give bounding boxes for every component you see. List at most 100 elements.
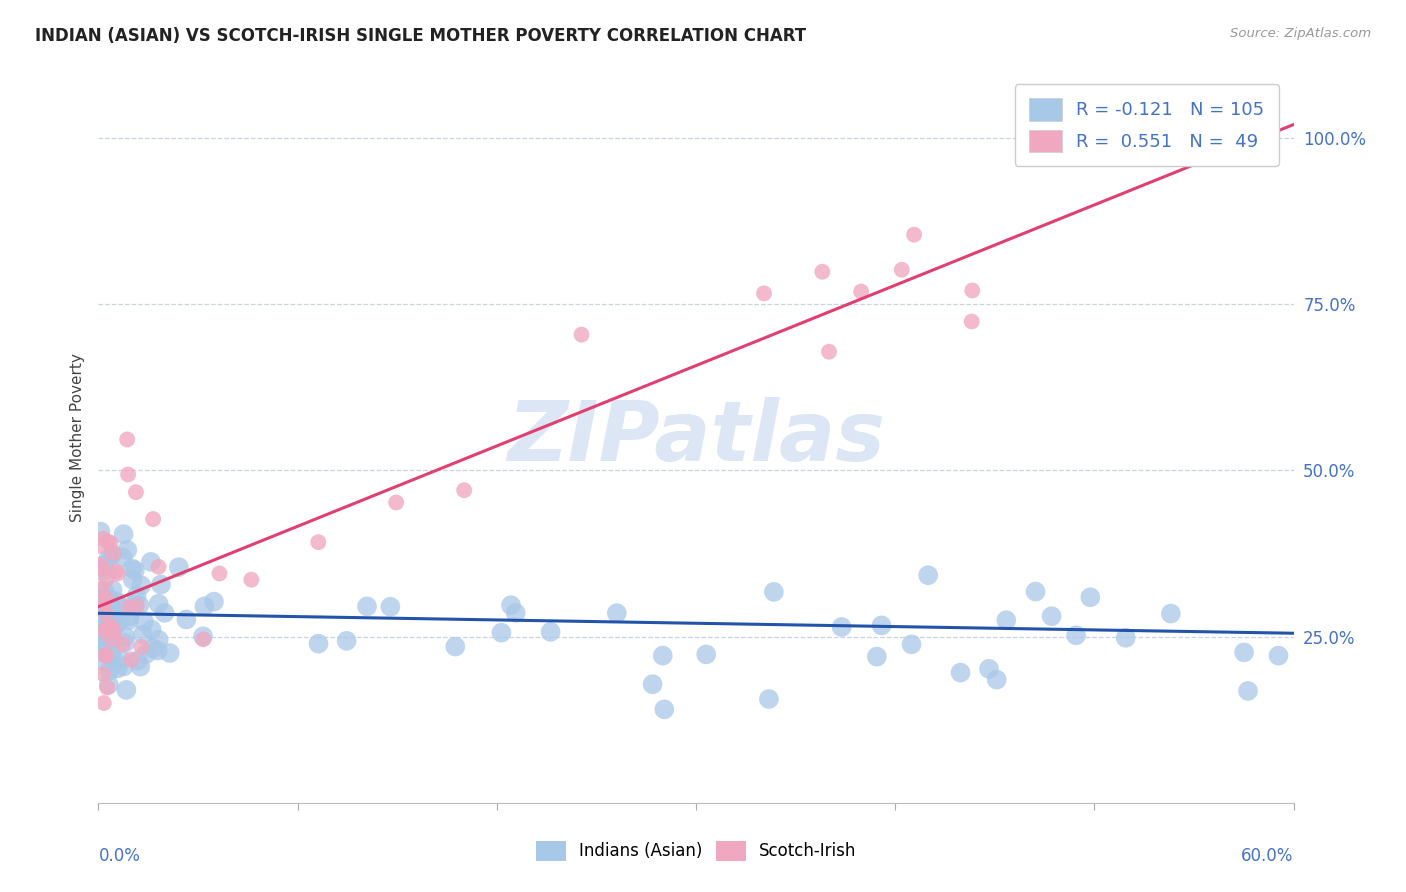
Point <box>917 568 939 582</box>
Point <box>831 620 853 634</box>
Legend: Indians (Asian), Scotch-Irish: Indians (Asian), Scotch-Irish <box>529 834 863 868</box>
Point <box>96 657 118 671</box>
Point <box>356 599 378 614</box>
Point <box>135 647 157 661</box>
Point <box>176 612 198 626</box>
Point <box>117 543 139 558</box>
Point <box>96 621 118 635</box>
Point <box>131 640 153 654</box>
Point <box>208 566 231 581</box>
Point <box>100 649 122 664</box>
Point <box>117 467 139 482</box>
Point <box>127 654 149 668</box>
Point <box>107 615 129 629</box>
Point <box>125 485 148 500</box>
Point <box>1025 584 1047 599</box>
Point <box>159 646 181 660</box>
Point <box>94 591 117 606</box>
Point <box>118 600 141 615</box>
Point <box>1160 607 1182 621</box>
Point <box>762 585 785 599</box>
Point <box>995 613 1018 627</box>
Point <box>193 599 215 614</box>
Point <box>90 600 112 615</box>
Point <box>100 632 122 646</box>
Point <box>98 647 121 661</box>
Point <box>121 561 143 575</box>
Point <box>453 483 475 498</box>
Point <box>89 593 111 607</box>
Point <box>98 591 121 606</box>
Point <box>752 286 775 301</box>
Point <box>505 606 527 620</box>
Point <box>651 648 673 663</box>
Point <box>986 673 1008 687</box>
Point <box>103 625 125 640</box>
Text: 0.0%: 0.0% <box>98 847 141 864</box>
Point <box>111 637 134 651</box>
Point <box>96 572 118 586</box>
Point <box>148 559 170 574</box>
Point <box>105 594 128 608</box>
Point <box>94 605 117 619</box>
Point <box>112 527 135 541</box>
Point <box>125 599 148 613</box>
Point <box>148 632 170 647</box>
Point <box>866 649 889 664</box>
Text: Source: ZipAtlas.com: Source: ZipAtlas.com <box>1230 27 1371 40</box>
Point <box>101 582 124 597</box>
Point <box>100 642 122 657</box>
Point <box>758 692 780 706</box>
Point <box>105 610 128 624</box>
Point <box>499 598 522 612</box>
Point <box>1115 631 1137 645</box>
Point <box>94 606 117 620</box>
Point <box>870 618 893 632</box>
Point <box>101 547 124 561</box>
Point <box>110 653 132 667</box>
Point <box>118 609 141 624</box>
Point <box>132 615 155 629</box>
Point <box>146 643 169 657</box>
Point <box>132 627 155 641</box>
Point <box>124 563 146 577</box>
Point <box>94 648 117 663</box>
Point <box>949 665 972 680</box>
Point <box>652 702 675 716</box>
Point <box>153 606 176 620</box>
Point <box>93 584 115 599</box>
Point <box>93 696 115 710</box>
Point <box>89 539 111 553</box>
Point <box>540 624 562 639</box>
Point <box>90 621 112 635</box>
Point <box>606 606 628 620</box>
Point <box>960 314 983 328</box>
Point <box>90 562 112 576</box>
Point <box>94 627 117 641</box>
Point <box>307 535 329 549</box>
Point <box>149 577 172 591</box>
Point <box>903 227 925 242</box>
Point <box>115 682 138 697</box>
Point <box>385 495 408 509</box>
Point <box>193 632 215 647</box>
Point <box>131 578 153 592</box>
Point <box>105 617 128 632</box>
Point <box>89 524 111 539</box>
Point <box>91 564 114 578</box>
Point <box>308 637 330 651</box>
Point <box>202 594 225 608</box>
Point <box>641 677 664 691</box>
Point <box>571 327 593 342</box>
Point <box>148 597 170 611</box>
Point <box>93 624 115 639</box>
Text: INDIAN (ASIAN) VS SCOTCH-IRISH SINGLE MOTHER POVERTY CORRELATION CHART: INDIAN (ASIAN) VS SCOTCH-IRISH SINGLE MO… <box>35 27 806 45</box>
Point <box>93 558 115 572</box>
Point <box>849 285 872 299</box>
Y-axis label: Single Mother Poverty: Single Mother Poverty <box>70 352 86 522</box>
Point <box>1064 628 1087 642</box>
Point <box>1237 684 1260 698</box>
Point <box>100 599 122 613</box>
Point <box>1233 645 1256 659</box>
Point <box>89 558 111 572</box>
